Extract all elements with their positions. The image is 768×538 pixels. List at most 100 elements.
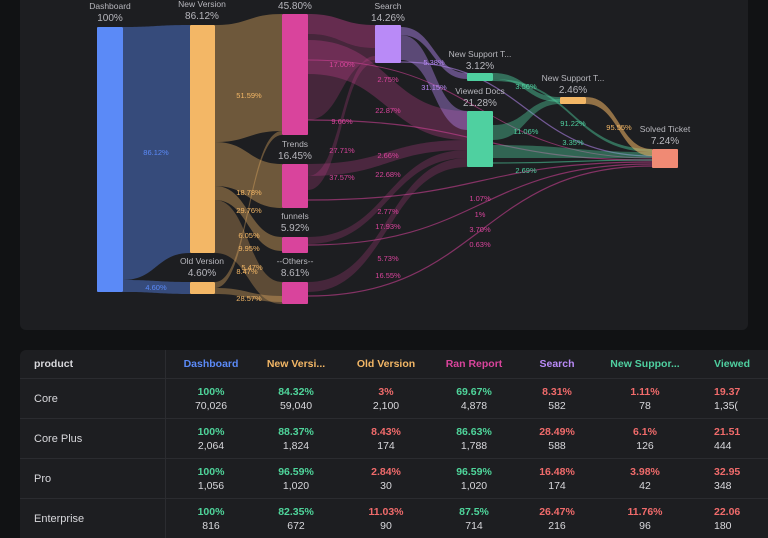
cell-percent: 88.37% (278, 426, 314, 438)
link-search-viewed-docs[interactable] (401, 35, 467, 130)
cell-count: 582 (548, 400, 566, 412)
link-ran-report-other[interactable] (308, 34, 375, 120)
table-cell[interactable]: 6.1% 126 (600, 425, 690, 455)
link-new-version-trends[interactable] (215, 142, 282, 208)
cell-count: 42 (639, 480, 651, 492)
link-trends-search[interactable] (308, 56, 375, 190)
table-cell[interactable]: 96.59% 1,020 (433, 465, 515, 495)
link-label: 4.60% (145, 283, 167, 292)
link-funnels-solved[interactable] (307, 163, 653, 246)
node-others[interactable] (282, 282, 308, 304)
link-viewed-docs-new-support-2[interactable] (493, 99, 560, 140)
link-new-version-ran-report[interactable] (215, 14, 282, 142)
link-dashboard-old-version[interactable] (123, 280, 190, 294)
link-label: 22.68% (375, 170, 401, 179)
table-cell[interactable]: 87.5% 714 (433, 505, 515, 535)
link-ran-report-solved-2[interactable] (307, 59, 653, 159)
link-others-solved[interactable] (307, 165, 653, 297)
header-dashboard[interactable]: Dashboard (183, 358, 239, 370)
table-cell[interactable]: 21.51 444 (714, 425, 768, 455)
node-pct-search: 14.26% (371, 13, 405, 24)
cell-count: 59,040 (279, 400, 313, 412)
node-label-new-support-2: New Support T... (542, 73, 605, 83)
node-new-support-2[interactable] (560, 97, 586, 104)
link-new-support-new-support-2[interactable] (493, 73, 560, 102)
link-viewed-docs-solved-2[interactable] (492, 159, 653, 164)
header-product[interactable]: product (34, 358, 74, 370)
table-cell[interactable]: 11.76% 96 (600, 505, 690, 535)
table-cell[interactable]: 19.37 1,35( (714, 385, 768, 415)
link-label: 27.71% (329, 146, 355, 155)
link-label: 22.87% (375, 106, 401, 115)
node-viewed-docs[interactable] (467, 111, 493, 167)
table-cell[interactable]: 26.47% 216 (516, 505, 598, 535)
table-cell[interactable]: 84.32% 59,040 (255, 385, 337, 415)
table-row[interactable]: Core Plus 100% 2,064 88.37% 1,824 8.43% 174 86.… (20, 418, 768, 459)
link-trends-solved[interactable] (307, 161, 653, 201)
table-cell[interactable]: 3% 2,100 (345, 385, 427, 415)
table-cell[interactable]: 8.43% 174 (345, 425, 427, 455)
table-cell[interactable]: 96.59% 1,020 (255, 465, 337, 495)
node-pct-funnels: 5.92% (281, 223, 309, 234)
table-cell[interactable]: 22.06 180 (714, 505, 768, 535)
table-cell[interactable]: 100% 70,026 (170, 385, 252, 415)
table-cell[interactable]: 3.98% 42 (600, 465, 690, 495)
link-others-viewed-docs[interactable] (308, 158, 467, 292)
link-new-support-solved[interactable] (493, 79, 652, 152)
header-old-version[interactable]: Old Version (356, 358, 416, 370)
node-search[interactable] (375, 25, 401, 63)
link-dashboard-new-version[interactable] (123, 25, 190, 280)
node-solved-ticket[interactable] (652, 149, 678, 168)
table-cell[interactable]: 88.37% 1,824 (255, 425, 337, 455)
cell-percent: 6.1% (633, 426, 657, 438)
link-search-new-support[interactable] (401, 27, 467, 79)
cell-count: 2,100 (372, 400, 400, 412)
cell-percent: 8.43% (371, 426, 401, 438)
table-cell[interactable]: 8.31% 582 (516, 385, 598, 415)
link-old-version-ran-report[interactable] (215, 131, 282, 288)
node-new-version[interactable] (190, 25, 215, 253)
node-new-support-1[interactable] (467, 73, 493, 81)
link-ran-report-search[interactable] (308, 14, 375, 48)
header-viewed[interactable]: Viewed (714, 358, 750, 370)
link-trends-viewed-docs[interactable] (308, 140, 467, 176)
cell-percent: 69.67% (456, 386, 492, 398)
table-cell[interactable]: 100% 816 (170, 505, 252, 535)
node-funnels[interactable] (282, 237, 308, 253)
header-new-version[interactable]: New Versi... (266, 358, 326, 370)
link-old-version-others[interactable] (215, 288, 282, 302)
cell-percent: 2.84% (371, 466, 401, 478)
table-cell[interactable]: 28.49% 588 (516, 425, 598, 455)
link-label: 2.66% (377, 151, 399, 160)
link-viewed-docs-solved[interactable] (493, 145, 652, 158)
cell-percent: 100% (197, 466, 225, 478)
link-search-solved[interactable] (400, 61, 653, 157)
table-cell[interactable]: 1.11% 78 (600, 385, 690, 415)
header-ran-report[interactable]: Ran Report (445, 358, 503, 370)
table-cell[interactable]: 32.95 348 (714, 465, 768, 495)
table-cell[interactable]: 82.35% 672 (255, 505, 337, 535)
node-trends[interactable] (282, 164, 308, 208)
link-new-support-2-solved[interactable] (586, 97, 652, 156)
node-old-version[interactable] (190, 282, 215, 294)
table-cell[interactable]: 11.03% 90 (345, 505, 427, 535)
link-ran-report-viewed-docs[interactable] (308, 40, 467, 140)
table-row[interactable]: Pro 100% 1,056 96.59% 1,020 2.84% 30 96.59% 1,02… (20, 458, 768, 499)
cell-count: 1,056 (197, 480, 225, 492)
cell-percent: 100% (197, 426, 225, 438)
table-cell[interactable]: 100% 2,064 (170, 425, 252, 455)
node-dashboard[interactable] (97, 27, 123, 292)
table-cell[interactable]: 100% 1,056 (170, 465, 252, 495)
table-row[interactable]: Enterprise 100% 816 82.35% 672 11.03% 90 87.5% 7… (20, 498, 768, 538)
table-row[interactable]: Core 100% 70,026 84.32% 59,040 3% 2,100 69.67% 4… (20, 378, 768, 419)
link-new-version-funnels[interactable] (215, 186, 282, 251)
table-cell[interactable]: 86.63% 1,788 (433, 425, 515, 455)
table-cell[interactable]: 69.67% 4,878 (433, 385, 515, 415)
header-search[interactable]: Search (539, 358, 575, 370)
node-ran-report[interactable] (282, 14, 308, 135)
table-cell[interactable]: 2.84% 30 (345, 465, 427, 495)
link-new-version-others[interactable] (215, 200, 282, 304)
header-new-support[interactable]: New Suppor... (610, 358, 680, 370)
table-cell[interactable]: 16.48% 174 (516, 465, 598, 495)
cell-percent: 26.47% (539, 506, 575, 518)
